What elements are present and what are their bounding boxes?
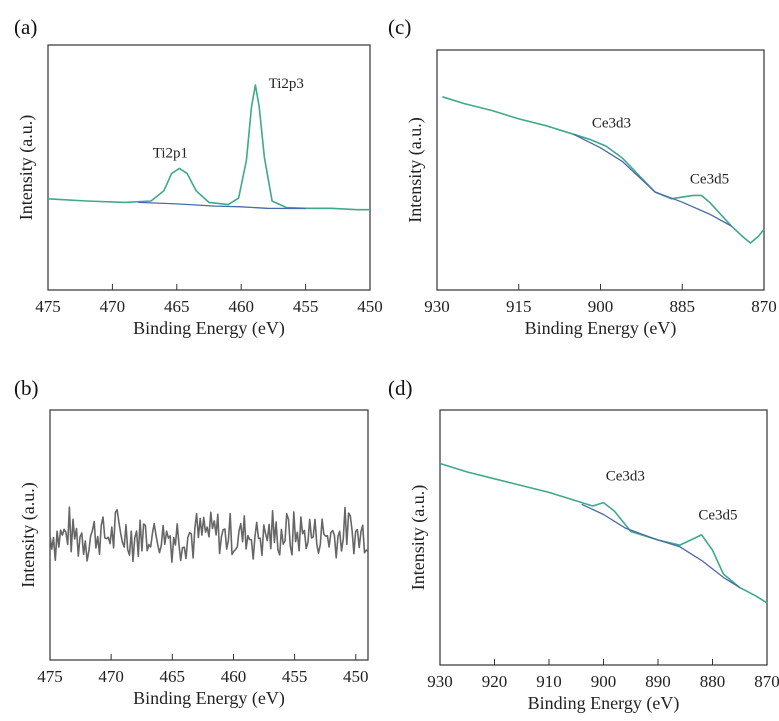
x-tick-label: 470 bbox=[100, 297, 126, 316]
x-tick-label: 870 bbox=[754, 672, 779, 691]
x-tick-label: 475 bbox=[37, 667, 63, 686]
x-tick-label: 460 bbox=[228, 297, 254, 316]
x-tick-label: 900 bbox=[591, 672, 617, 691]
plot-frame bbox=[436, 49, 765, 291]
plot-frame bbox=[49, 409, 369, 661]
plot-frame bbox=[47, 44, 371, 291]
x-tick-label: 455 bbox=[293, 297, 319, 316]
peak-label: Ce3d3 bbox=[606, 469, 645, 485]
peak-label: Ce3d5 bbox=[690, 172, 729, 188]
x-tick-label: 930 bbox=[424, 297, 450, 316]
x-tick-label: 465 bbox=[160, 667, 186, 686]
x-tick-label: 890 bbox=[645, 672, 671, 691]
peak-label: Ce3d5 bbox=[698, 508, 737, 524]
chart-panel-2: (b) 475 470 465 460 455 450 Binding Energy (eV)… bbox=[14, 376, 369, 709]
peak-label: Ce3d3 bbox=[592, 115, 631, 131]
series-measured bbox=[47, 84, 370, 211]
series-background bbox=[573, 133, 732, 227]
x-tick-label: 450 bbox=[343, 667, 369, 686]
x-axis-title: Binding Energy (eV) bbox=[528, 693, 680, 714]
x-tick-label: 460 bbox=[221, 667, 247, 686]
panel-letter: (d) bbox=[388, 376, 413, 400]
series-measured bbox=[439, 462, 768, 604]
x-tick-label: 450 bbox=[357, 297, 383, 316]
x-tick-label: 900 bbox=[588, 297, 614, 316]
x-tick-label: 930 bbox=[427, 672, 453, 691]
chart-panel-4: (d) 930 920 910 900 890 880 870 Binding Energy (… bbox=[388, 376, 779, 714]
peak-label: Ti2p1 bbox=[153, 146, 188, 162]
y-axis-title: Intensity (a.u.) bbox=[405, 117, 426, 222]
series-background bbox=[581, 503, 741, 589]
series-measured bbox=[49, 506, 369, 563]
x-tick-label: 475 bbox=[35, 297, 61, 316]
x-tick-label: 870 bbox=[751, 297, 777, 316]
x-axis-title: Binding Energy (eV) bbox=[525, 318, 677, 339]
y-axis-title: Intensity (a.u.) bbox=[408, 485, 429, 590]
x-tick-label: 455 bbox=[282, 667, 308, 686]
x-axis-title: Binding Energy (eV) bbox=[133, 318, 285, 339]
chart-panel-3: (c) 930 915 900 885 870 Binding Energy (eV) Int… bbox=[388, 15, 777, 339]
series-background bbox=[138, 201, 306, 210]
y-axis-title: Intensity (a.u.) bbox=[18, 482, 39, 587]
plot-frame bbox=[439, 409, 768, 666]
y-axis-title: Intensity (a.u.) bbox=[16, 115, 37, 220]
x-tick-label: 880 bbox=[700, 672, 726, 691]
x-tick-label: 885 bbox=[670, 297, 696, 316]
x-tick-label: 920 bbox=[482, 672, 508, 691]
panel-letter: (b) bbox=[14, 376, 39, 400]
panel-letter: (c) bbox=[388, 15, 411, 39]
x-tick-label: 470 bbox=[98, 667, 124, 686]
x-tick-label: 915 bbox=[506, 297, 532, 316]
chart-panel-1: (a) 475 470 465 460 455 450 Binding Energy (eV)… bbox=[14, 15, 383, 339]
x-axis-title: Binding Energy (eV) bbox=[133, 688, 285, 709]
x-tick-label: 910 bbox=[536, 672, 562, 691]
panel-letter: (a) bbox=[14, 15, 37, 39]
peak-label: Ti2p3 bbox=[269, 76, 304, 92]
x-tick-label: 465 bbox=[164, 297, 190, 316]
